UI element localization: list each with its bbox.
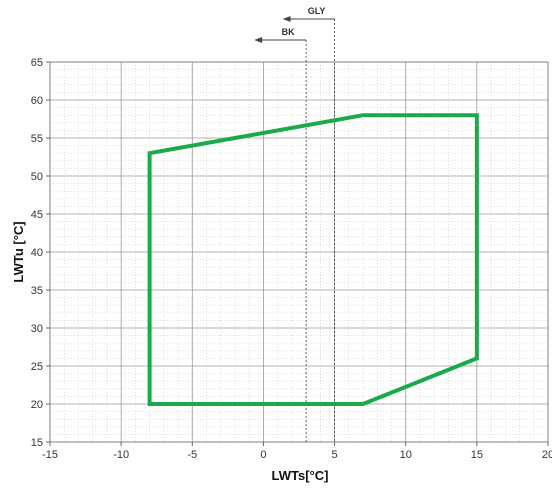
- x-tick-label: -5: [187, 449, 197, 461]
- x-tick-label: 20: [542, 449, 552, 461]
- y-tick-label: 65: [31, 57, 43, 69]
- y-tick-label: 55: [31, 133, 43, 145]
- y-tick-label: 20: [31, 399, 43, 411]
- x-tick-label: 15: [471, 449, 483, 461]
- arrow-head-icon: [282, 16, 291, 22]
- x-tick-label: 0: [260, 449, 266, 461]
- y-tick-label: 50: [31, 171, 43, 183]
- limit-label-bk: BK: [282, 27, 295, 37]
- y-tick-label: 45: [31, 209, 43, 221]
- limit-label-gly: GLY: [308, 6, 326, 16]
- y-axis-title: LWTu [°C]: [11, 221, 26, 282]
- x-axis-title: LWTs[°C]: [272, 468, 329, 483]
- y-tick-label: 30: [31, 323, 43, 335]
- y-axis-ticks: 15 20 25 30 35 40 45 50 55 60 65: [31, 57, 50, 449]
- series-layer: [147, 113, 479, 406]
- major-grid: [49, 61, 549, 443]
- y-tick-label: 15: [31, 437, 43, 449]
- x-tick-label: -10: [113, 449, 129, 461]
- y-tick-label: 35: [31, 285, 43, 297]
- limit-markers: GLY BK: [254, 6, 335, 442]
- envelope-line-0: [147, 113, 479, 406]
- arrow-head-icon: [254, 37, 263, 43]
- y-tick-label: 25: [31, 361, 43, 373]
- x-tick-label: 10: [400, 449, 412, 461]
- y-tick-label: 40: [31, 247, 43, 259]
- x-axis-ticks: -15 -10 -5 0 5 10 15 20: [42, 442, 552, 461]
- x-tick-label: 5: [332, 449, 338, 461]
- y-tick-label: 60: [31, 95, 43, 107]
- x-tick-label: -15: [42, 449, 58, 461]
